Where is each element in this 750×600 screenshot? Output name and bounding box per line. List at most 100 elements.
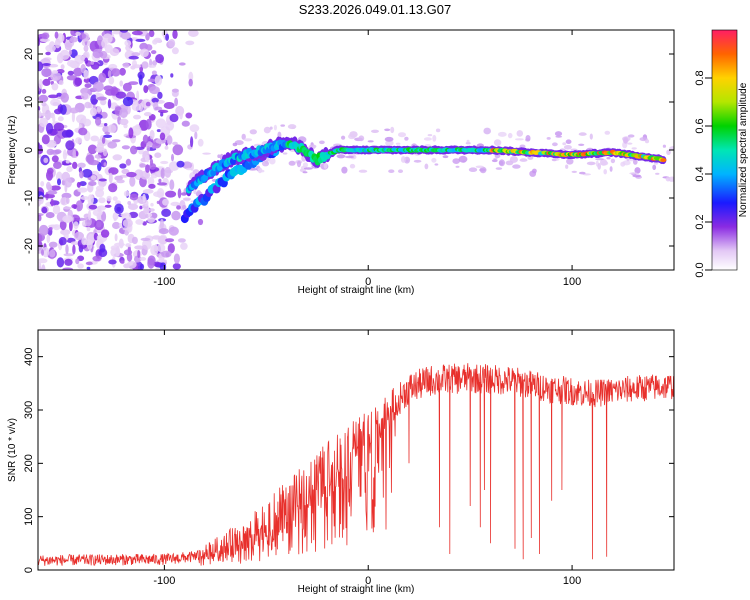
- noise-blob: [57, 116, 64, 122]
- noise-blob: [154, 75, 163, 86]
- noise-blob: [111, 139, 121, 143]
- halo-blob: [241, 133, 246, 140]
- noise-blob: [137, 250, 141, 258]
- noise-blob: [42, 247, 50, 258]
- noise-blob: [101, 136, 106, 144]
- noise-blob: [59, 219, 67, 231]
- halo-blob: [566, 158, 574, 165]
- colorbar-tick-label: 0.6: [694, 118, 706, 133]
- noise-blob: [54, 149, 62, 154]
- halo-blob: [626, 142, 633, 145]
- noise-blob: [155, 267, 160, 270]
- ridge-cell: [660, 158, 667, 163]
- noise-blob: [90, 135, 99, 142]
- noise-blob: [160, 160, 169, 165]
- noise-blob: [197, 138, 204, 147]
- noise-blob: [153, 191, 164, 198]
- noise-blob: [140, 237, 151, 241]
- noise-blob: [181, 192, 187, 196]
- noise-blob: [123, 190, 130, 197]
- halo-blob: [662, 144, 667, 148]
- noise-blob: [156, 259, 167, 263]
- noise-blob: [75, 137, 83, 144]
- noise-blob: [56, 52, 64, 64]
- halo-blob: [398, 132, 406, 138]
- halo-blob: [349, 163, 356, 169]
- noise-blob: [62, 149, 67, 160]
- noise-blob: [139, 263, 145, 270]
- noise-blob: [116, 179, 125, 184]
- noise-blob: [41, 32, 50, 40]
- noise-blob: [120, 213, 127, 217]
- halo-blob: [578, 132, 587, 136]
- noise-blob: [38, 153, 42, 158]
- noise-blob: [45, 122, 54, 134]
- noise-blob: [165, 120, 175, 131]
- noise-blob: [149, 163, 157, 170]
- noise-blob: [38, 233, 43, 244]
- noise-blob: [60, 104, 67, 115]
- halo-blob: [385, 140, 394, 147]
- noise-blob: [130, 145, 138, 155]
- noise-blob: [67, 70, 74, 76]
- halo-blob: [431, 157, 437, 163]
- noise-blob: [180, 242, 188, 250]
- halo-blob: [185, 167, 193, 171]
- noise-blob: [159, 132, 166, 141]
- noise-blob: [174, 97, 179, 107]
- noise-blob: [138, 148, 144, 155]
- halo-blob: [600, 160, 609, 166]
- noise-blob: [65, 244, 69, 255]
- noise-blob: [133, 114, 141, 120]
- noise-blob: [45, 212, 55, 219]
- noise-blob: [145, 154, 150, 163]
- y-tick-label: 200: [23, 454, 35, 472]
- noise-blob: [172, 263, 181, 270]
- noise-blob: [46, 181, 51, 190]
- noise-blob: [69, 220, 73, 232]
- noise-blob: [125, 44, 131, 52]
- noise-blob: [83, 45, 89, 52]
- noise-blob: [132, 64, 142, 69]
- noise-blob: [66, 197, 70, 204]
- noise-blob: [147, 177, 155, 186]
- noise-blob: [126, 261, 137, 269]
- noise-blob: [151, 70, 157, 76]
- spectrogram-x-label: Height of straight line (km): [298, 285, 415, 296]
- noise-blob: [169, 179, 175, 190]
- noise-blob: [77, 162, 86, 168]
- noise-blob: [39, 38, 51, 42]
- noise-blob: [48, 227, 53, 231]
- noise-blob: [75, 31, 81, 36]
- noise-blob: [88, 181, 97, 186]
- noise-blob: [61, 130, 71, 138]
- noise-blob: [131, 30, 143, 36]
- noise-blob: [38, 261, 42, 270]
- noise-blob: [39, 117, 49, 128]
- noise-blob: [41, 206, 48, 214]
- noise-blob: [52, 70, 59, 74]
- noise-blob: [70, 49, 78, 59]
- halo-blob: [273, 124, 277, 131]
- noise-blob: [158, 178, 162, 183]
- noise-blob: [79, 170, 84, 179]
- halo-blob: [458, 155, 468, 163]
- colorbar-tick-label: 0.2: [694, 214, 706, 229]
- noise-blob: [83, 69, 89, 80]
- noise-blob: [97, 205, 102, 213]
- halo-blob: [432, 134, 437, 142]
- noise-blob: [139, 205, 143, 210]
- y-tick-label: 400: [23, 347, 35, 365]
- noise-blob: [157, 235, 168, 245]
- noise-blob: [152, 144, 156, 149]
- snr-plot-area: [38, 330, 674, 570]
- noise-blob: [148, 212, 153, 218]
- noise-blob: [103, 134, 113, 138]
- noise-blob: [108, 172, 113, 184]
- colorbar: 0.0 0.2 0.4 0.6 0.8 Normalized spectral ampl…: [694, 29, 749, 278]
- y-tick-label: 0: [23, 147, 35, 153]
- noise-blob: [149, 86, 160, 95]
- noise-blob: [38, 78, 43, 89]
- halo-blob: [597, 163, 601, 170]
- noise-blob: [188, 30, 199, 37]
